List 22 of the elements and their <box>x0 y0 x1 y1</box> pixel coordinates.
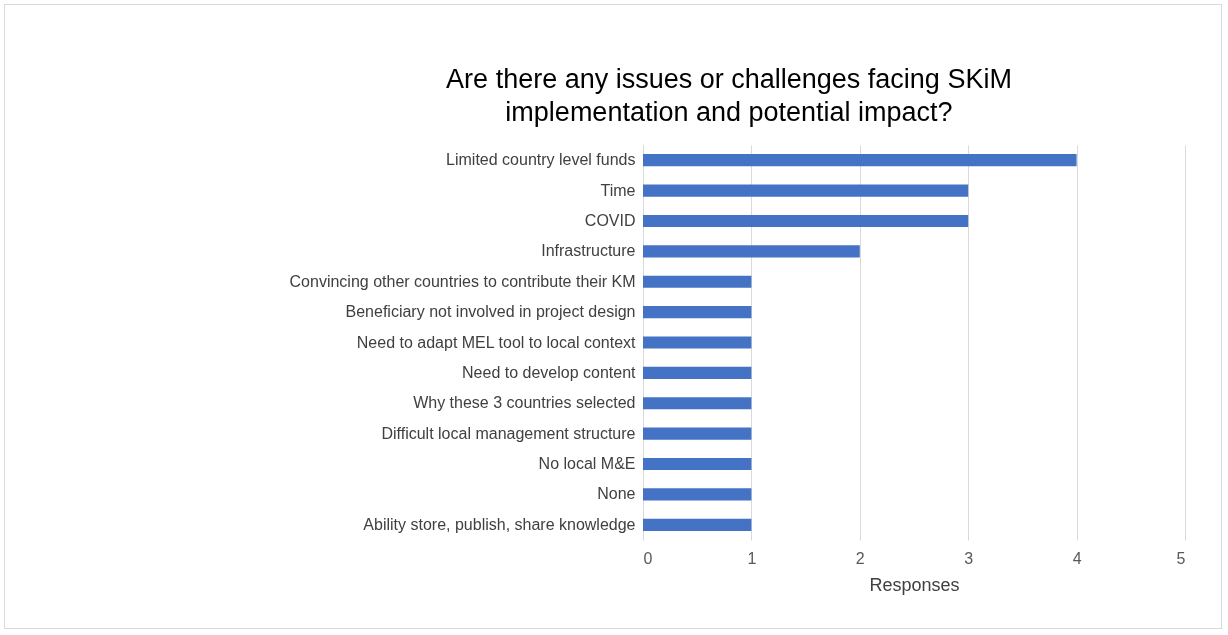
y-tick-label: Infrastructure <box>541 242 636 260</box>
x-tick-label: 1 <box>747 549 757 567</box>
y-tick-label: Beneficiary not involved in project design <box>345 303 636 321</box>
y-tick-label: No local M&E <box>538 455 636 473</box>
y-tick-label: Time <box>600 181 636 199</box>
x-tick-label: 4 <box>1072 549 1082 567</box>
y-tick-label: Ability store, publish, share knowledge <box>363 515 636 533</box>
x-tick-label: 0 <box>643 549 653 567</box>
y-tick-label: Need to adapt MEL tool to local context <box>356 333 637 351</box>
x-tick-label: 5 <box>1176 549 1186 567</box>
y-tick-label: COVID <box>584 211 636 229</box>
x-tick-label: 2 <box>855 549 865 567</box>
y-tick-label: Difficult local management structure <box>381 424 636 442</box>
x-axis-title: Responses <box>869 574 960 595</box>
y-tick-label: None <box>597 485 636 503</box>
x-tick-label: 3 <box>964 549 974 567</box>
y-tick-label: Why these 3 countries selected <box>413 394 636 412</box>
text: Are there any issues or challenges facing SKiM <box>446 64 1012 94</box>
y-tick-label: Convincing other countries to contribute their KM <box>289 272 636 290</box>
text: implementation and potential impact? <box>505 97 953 127</box>
y-tick-label: Limited country level funds <box>446 151 636 169</box>
y-tick-label: Need to develop content <box>462 363 637 381</box>
